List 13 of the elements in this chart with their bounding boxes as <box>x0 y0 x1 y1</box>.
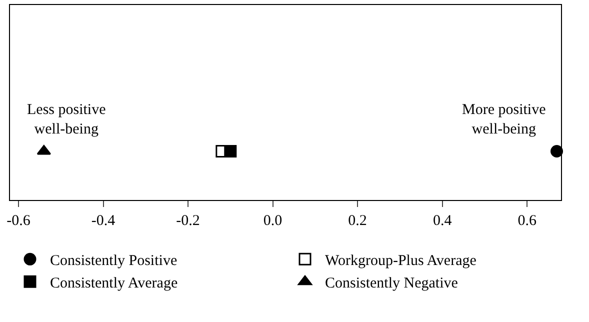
annotation: Less positive well-being <box>27 102 106 138</box>
x-tick-label: -0.4 <box>91 213 116 229</box>
legend-label: Consistently Average <box>50 276 178 292</box>
x-tick-label: 0.4 <box>432 213 452 229</box>
x-tick-label: -0.6 <box>6 213 31 229</box>
legend-label: Consistently Negative <box>325 276 458 292</box>
x-tick-label: 0.2 <box>348 213 367 229</box>
x-tick-label: -0.2 <box>176 213 200 229</box>
legend-label: Consistently Positive <box>50 253 178 269</box>
annotation: More positive well-being <box>462 102 546 138</box>
x-tick-label: 0.0 <box>263 213 282 229</box>
x-tick-label: 0.6 <box>518 213 537 229</box>
legend-label: Workgroup-Plus Average <box>325 253 477 269</box>
